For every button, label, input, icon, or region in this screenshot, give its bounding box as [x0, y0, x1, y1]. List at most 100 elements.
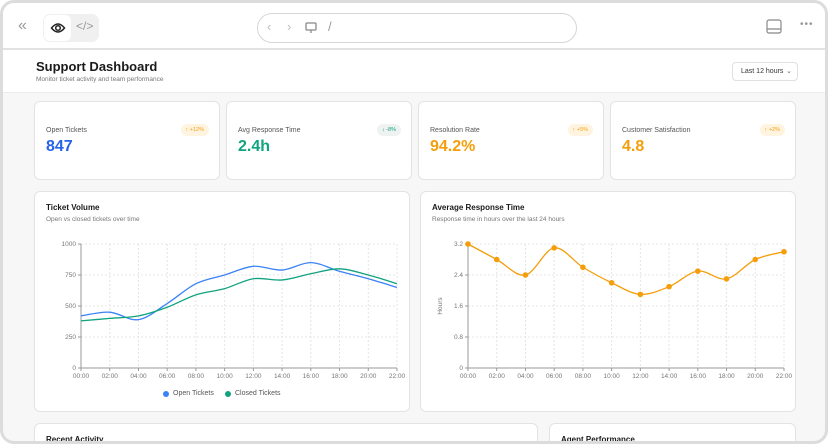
kpi-card: Avg Response Time 2.4h ↓ -8%: [226, 101, 412, 180]
x-tick-label: 10:00: [216, 373, 233, 380]
chart-subtitle: Open vs closed tickets over time: [46, 216, 140, 223]
legend-open[interactable]: Open Tickets: [163, 390, 214, 397]
data-point: [666, 283, 672, 290]
ticket-volume-chart: 0 250 500 750 1000 00:00 02:00 04:00 06:00 08:00 1…: [62, 241, 406, 380]
more-icon[interactable]: •••: [800, 19, 814, 30]
section-title: Recent Activity: [46, 435, 104, 444]
x-tick-label: 06:00: [159, 373, 176, 380]
data-point: [723, 276, 730, 282]
browser-toolbar: « </> ‹ › / •••: [3, 3, 825, 50]
data-point: [608, 279, 615, 286]
kpi-change-badge: ↑ +2%: [759, 124, 785, 136]
x-tick-label: 08:00: [575, 373, 592, 380]
chart-title: Ticket Volume: [46, 203, 100, 212]
chart-title: Average Response Time: [432, 203, 525, 212]
x-tick-label: 18:00: [331, 373, 348, 380]
page-header: Support Dashboard Monitor ticket activit…: [3, 50, 825, 93]
response-time-card: Average Response Time Response time in h…: [420, 191, 796, 412]
kpi-card: Resolution Rate 94.2% ↑ +5%: [418, 101, 604, 180]
y-tick-label: 3.2: [454, 241, 463, 248]
x-tick-label: 08:00: [188, 373, 205, 380]
x-tick-label: 00:00: [73, 373, 90, 380]
kpi-value: 2.4h: [238, 138, 271, 155]
kpi-value: 847: [46, 138, 73, 155]
chevron-down-icon: ⌄: [786, 68, 792, 75]
x-tick-label: 20:00: [747, 373, 764, 380]
kpi-change-badge: ↓ -8%: [376, 124, 401, 136]
y-tick-label: 500: [65, 303, 76, 310]
ticket-volume-card: Ticket Volume Open vs closed tickets ove…: [34, 191, 410, 412]
chart-subtitle: Response time in hours over the last 24 …: [432, 216, 565, 223]
y-tick-label: 250: [65, 334, 76, 341]
preview-button[interactable]: [44, 15, 71, 41]
legend-label: Open Tickets: [173, 390, 214, 397]
series-line: [467, 243, 785, 296]
data-point: [493, 256, 500, 263]
response-time-chart: 0 0.8 1.6 2.4 3.2 00:00 02:00 04:00 06:00 08:00 10…: [437, 241, 793, 380]
x-tick-label: 02:00: [489, 373, 506, 380]
forward-icon[interactable]: ›: [287, 19, 292, 34]
kpi-card: Customer Satisfaction 4.8 ↑ +2%: [610, 101, 796, 180]
page-subtitle: Monitor ticket activity and team perform…: [36, 76, 164, 83]
section-title: Agent Performance: [561, 435, 635, 444]
agent-performance-card: Agent Performance: [549, 423, 796, 444]
x-tick-label: 16:00: [690, 373, 707, 380]
collapse-sidebar-icon[interactable]: «: [18, 17, 27, 34]
url-text[interactable]: /: [328, 19, 332, 34]
x-tick-label: 22:00: [389, 373, 406, 380]
data-point: [465, 241, 471, 247]
time-range-select[interactable]: Last 12 hours ⌄: [732, 62, 798, 81]
x-tick-label: 04:00: [517, 373, 534, 380]
monitor-icon: [305, 22, 317, 33]
y-tick-label: 0.8: [454, 334, 463, 341]
address-bar[interactable]: ‹ › /: [257, 13, 577, 43]
data-point: [580, 264, 586, 271]
x-tick-label: 04:00: [130, 373, 147, 380]
time-range-value: Last 12 hours: [741, 68, 784, 75]
legend-closed[interactable]: Closed Tickets: [225, 390, 281, 397]
series-line: [80, 268, 398, 322]
data-point: [752, 256, 759, 263]
y-tick-label: 1.6: [454, 303, 463, 310]
kpi-card: Open Tickets 847 ↑ +12%: [34, 101, 220, 180]
legend-swatch: [225, 390, 231, 397]
x-tick-label: 20:00: [360, 373, 377, 380]
x-tick-label: 14:00: [661, 373, 678, 380]
series-line: [80, 261, 398, 321]
data-point: [637, 291, 644, 298]
panel-icon[interactable]: [766, 19, 782, 35]
kpi-label: Avg Response Time: [238, 127, 301, 134]
x-tick-label: 12:00: [245, 373, 262, 380]
data-point: [695, 268, 701, 274]
x-tick-label: 06:00: [546, 373, 563, 380]
kpi-change-badge: ↑ +12%: [180, 124, 209, 136]
legend-swatch: [163, 390, 169, 397]
y-tick-label: 1000: [62, 241, 77, 248]
y-axis-label: Hours: [437, 297, 444, 315]
y-tick-label: 2.4: [454, 272, 463, 279]
y-tick-label: 750: [65, 272, 76, 279]
x-tick-label: 00:00: [460, 373, 477, 380]
view-toggle: </>: [43, 14, 99, 42]
y-tick-label: 0: [72, 365, 76, 372]
page-title: Support Dashboard: [36, 59, 158, 74]
x-tick-label: 12:00: [632, 373, 649, 380]
data-point: [551, 245, 557, 251]
y-tick-label: 0: [459, 365, 463, 372]
data-point: [781, 248, 787, 255]
kpi-label: Customer Satisfaction: [622, 127, 691, 134]
legend-label: Closed Tickets: [235, 390, 281, 397]
kpi-label: Open Tickets: [46, 127, 87, 134]
recent-activity-card: Recent Activity: [34, 423, 538, 444]
code-icon[interactable]: </>: [76, 19, 94, 33]
kpi-value: 4.8: [622, 138, 645, 155]
x-tick-label: 18:00: [718, 373, 735, 380]
data-point: [522, 272, 529, 278]
x-tick-label: 02:00: [102, 373, 119, 380]
x-tick-label: 14:00: [274, 373, 291, 380]
kpi-value: 94.2%: [430, 138, 476, 155]
back-icon[interactable]: ‹: [267, 19, 272, 34]
eye-icon: [50, 23, 65, 33]
x-tick-label: 10:00: [603, 373, 620, 380]
